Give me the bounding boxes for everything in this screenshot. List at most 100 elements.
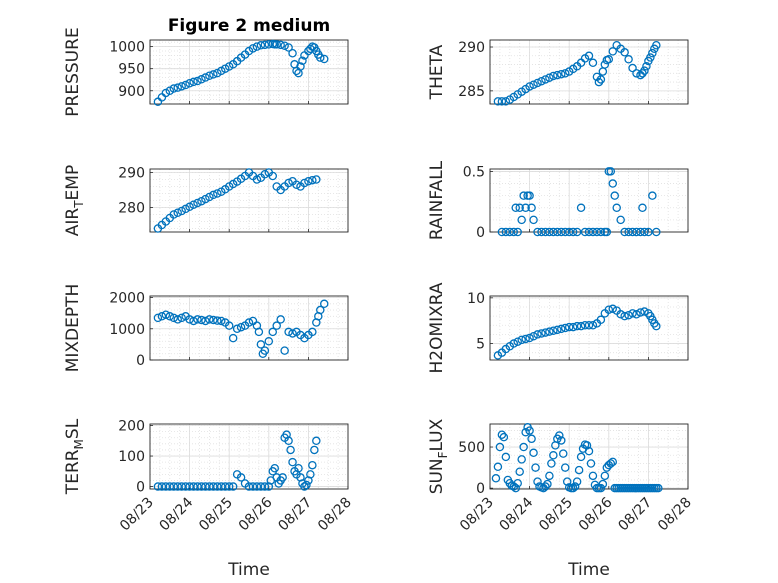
data-point [640, 66, 649, 75]
data-point [278, 473, 287, 482]
data-point [197, 482, 206, 491]
data-point [545, 73, 554, 82]
data-point [604, 55, 614, 64]
data-point [280, 41, 289, 50]
data-point [612, 203, 621, 213]
data-point [205, 315, 214, 324]
data-point [264, 40, 274, 49]
data-point [256, 482, 266, 491]
data-point [549, 451, 558, 460]
y-axis-label: RAINFALL [427, 160, 447, 240]
data-point [632, 227, 641, 237]
y-tick-label: 2000 [109, 291, 145, 307]
data-point [596, 315, 606, 325]
y-tick-label: 1000 [109, 40, 145, 56]
data-point [511, 483, 520, 493]
data-point [244, 482, 254, 491]
data-point [284, 43, 293, 52]
data-point [529, 448, 538, 458]
data-point [515, 203, 524, 213]
y-tick-label: 0 [476, 225, 485, 241]
data-point [537, 76, 546, 86]
data-point [553, 70, 562, 80]
data-point [310, 445, 319, 455]
data-point [537, 329, 546, 338]
data-point [185, 482, 194, 491]
data-point [584, 227, 594, 237]
data-point [646, 53, 655, 62]
data-point [525, 191, 534, 200]
data-point [525, 333, 534, 343]
x-tick-label: 08/23 [117, 495, 157, 535]
x-axis-label: Time [567, 560, 610, 580]
data-point [284, 436, 293, 446]
data-point [177, 313, 186, 323]
data-point [555, 431, 564, 440]
data-point [584, 321, 594, 330]
data-point [308, 327, 317, 337]
axes-box [489, 295, 689, 361]
data-point [256, 340, 266, 349]
data-point [527, 203, 536, 213]
data-point [636, 308, 645, 317]
data-point [654, 483, 663, 493]
axes-box [149, 39, 349, 105]
data-point [568, 322, 578, 332]
data-point [205, 482, 214, 491]
y-tick-label: 290 [118, 166, 145, 182]
data-point [513, 227, 522, 237]
data-point [572, 477, 582, 486]
data-point [169, 313, 179, 323]
data-point [252, 175, 262, 184]
data-point [161, 310, 171, 319]
data-point [596, 227, 606, 237]
data-point [576, 203, 586, 213]
data-point [648, 191, 657, 200]
data-point [173, 315, 182, 324]
x-tick-label: 08/28 [655, 495, 695, 535]
data-point [300, 178, 309, 188]
data-point [497, 430, 507, 439]
data-point [185, 315, 194, 324]
data-point [197, 75, 206, 84]
data-point [545, 327, 554, 336]
subplot-2: 285 290 THETA [427, 39, 689, 106]
data-point [537, 227, 546, 237]
data-point [640, 307, 649, 316]
data-point [491, 474, 501, 483]
y-axis-label: TERRMSL [63, 418, 86, 495]
data-point [213, 189, 222, 198]
data-point [217, 316, 226, 326]
data-point [284, 178, 293, 188]
data-point [636, 227, 645, 237]
y-tick-label: 290 [458, 40, 485, 56]
data-point [588, 471, 598, 481]
data-point [213, 316, 222, 325]
data-point [256, 41, 266, 50]
data-point [580, 321, 590, 330]
data-point [248, 44, 258, 53]
x-tick-label: 08/24 [497, 494, 537, 534]
data-point [272, 321, 281, 330]
axes-box [149, 295, 349, 361]
data-point [236, 473, 246, 482]
data-point [296, 62, 305, 71]
data-point [517, 335, 526, 345]
data-point [497, 227, 507, 237]
subplot-1: 900 950 1000 PRESSURE Figure 2 medium [63, 16, 349, 117]
data-point [509, 339, 519, 348]
data-point [652, 41, 661, 50]
data-point [173, 482, 182, 491]
y-tick-label: 0 [136, 353, 145, 369]
data-point [493, 462, 503, 472]
data-point [519, 191, 528, 200]
data-point [570, 482, 580, 491]
data-point [286, 445, 295, 455]
y-tick-label: 200 [118, 419, 145, 435]
data-point [606, 167, 616, 176]
data-point [648, 48, 657, 58]
data-point [557, 227, 566, 237]
data-point [541, 482, 550, 491]
data-point [157, 482, 167, 491]
data-point [547, 459, 556, 468]
